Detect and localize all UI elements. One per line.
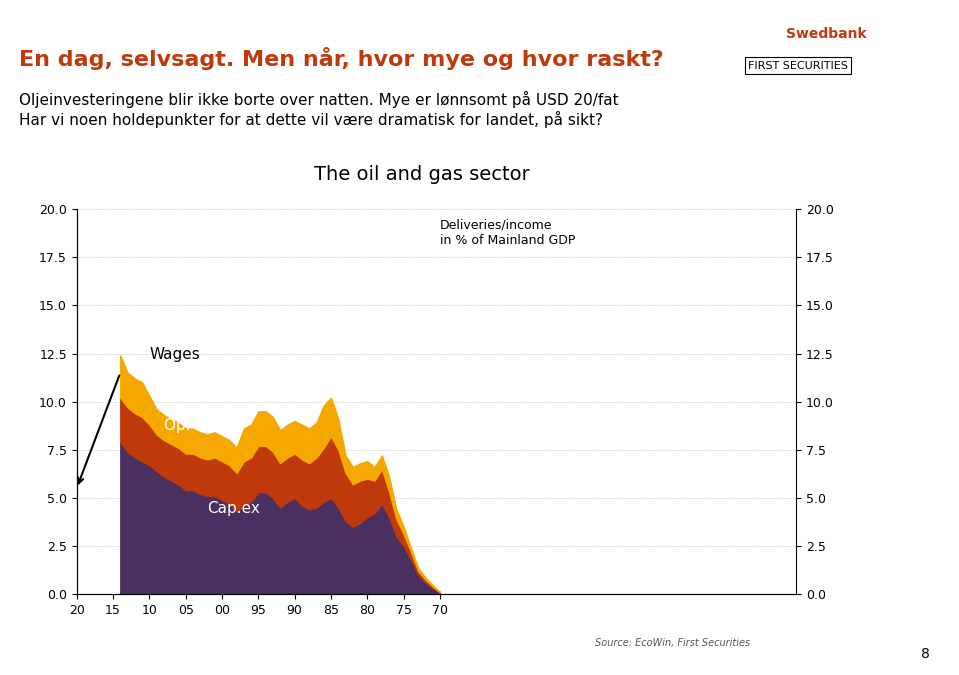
Text: Cap.ex: Cap.ex — [207, 502, 260, 516]
Text: Swedbank: Swedbank — [786, 27, 867, 41]
Text: Source: EcoWin, First Securities: Source: EcoWin, First Securities — [595, 638, 750, 648]
Text: 8: 8 — [922, 647, 930, 662]
Text: Deliveries/income: Deliveries/income — [440, 219, 552, 232]
Text: Wages: Wages — [150, 348, 200, 362]
Text: FIRST SECURITIES: FIRST SECURITIES — [748, 61, 848, 71]
Text: The oil and gas sector: The oil and gas sector — [315, 165, 529, 184]
Text: Oljeinvesteringene blir ikke borte over natten. Mye er lønnsomt på USD 20/fat: Oljeinvesteringene blir ikke borte over … — [19, 91, 619, 108]
Text: in % of Mainland GDP: in % of Mainland GDP — [440, 234, 575, 247]
Text: En dag, selvsagt. Men når, hvor mye og hvor raskt?: En dag, selvsagt. Men når, hvor mye og h… — [19, 47, 664, 70]
Text: Op. ex: Op. ex — [164, 418, 214, 433]
Text: Har vi noen holdepunkter for at dette vil være dramatisk for landet, på sikt?: Har vi noen holdepunkter for at dette vi… — [19, 111, 603, 128]
